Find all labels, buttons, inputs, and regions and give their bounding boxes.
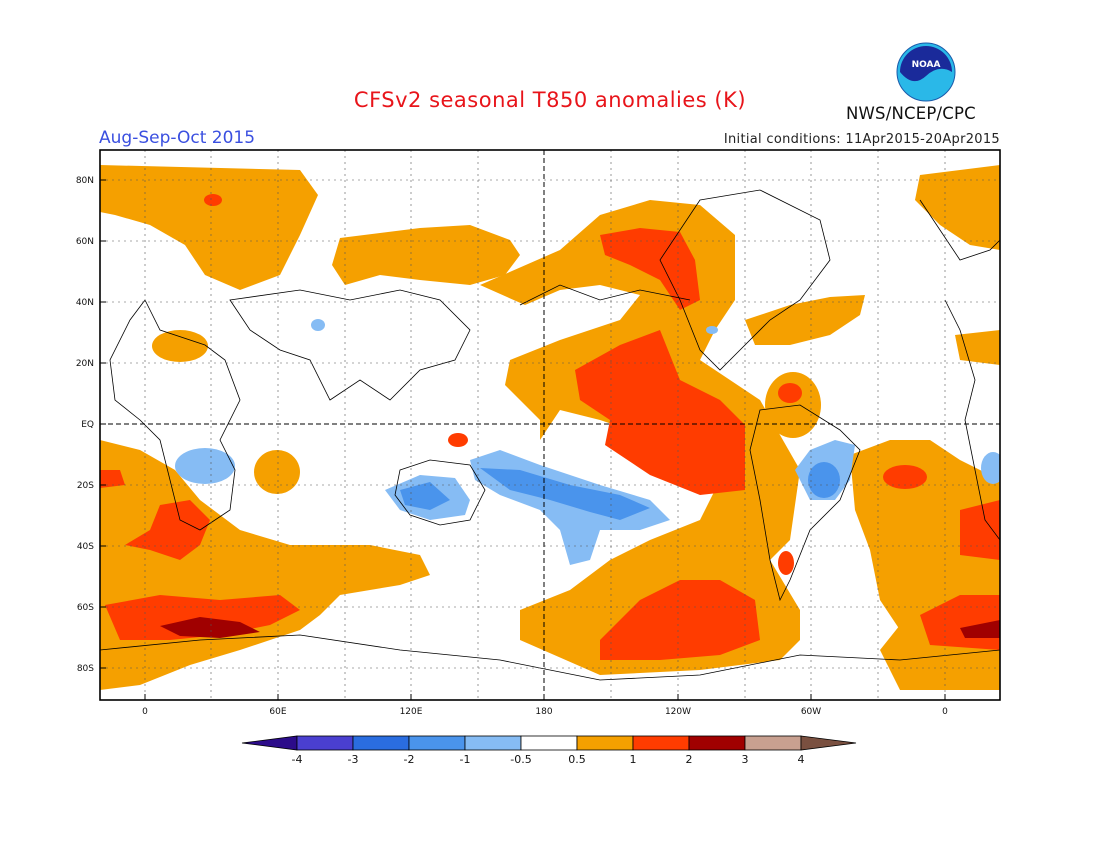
longitude-labels: 0 60E 120E 180 120W 60W 0 bbox=[142, 707, 948, 717]
colorbar-swatch bbox=[352, 735, 410, 751]
anomaly-region-2-3 bbox=[160, 617, 1000, 638]
initial-conditions: Initial conditions: 11Apr2015-20Apr2015 bbox=[723, 132, 1000, 147]
colorbar-label: 0.5 bbox=[568, 753, 586, 766]
lon-label: 60W bbox=[801, 707, 821, 717]
colorbar-swatch bbox=[464, 735, 522, 751]
anomaly-fields bbox=[100, 150, 1000, 700]
forecast-period: Aug-Sep-Oct 2015 bbox=[99, 128, 256, 148]
colorbar-label: -2 bbox=[404, 753, 415, 766]
lon-label: 0 bbox=[142, 707, 148, 717]
reference-lines bbox=[100, 150, 1000, 700]
colorbar-swatch bbox=[800, 735, 857, 751]
colorbar: -4 -3 -2 -1 -0.5 0.5 1 2 3 4 bbox=[241, 735, 857, 766]
tick-marks bbox=[100, 179, 946, 700]
lat-label: 80N bbox=[76, 176, 94, 186]
colorbar-label: 4 bbox=[798, 753, 805, 766]
lon-label: 120E bbox=[400, 707, 423, 717]
coastlines bbox=[100, 189, 1000, 681]
lat-label: 40N bbox=[76, 298, 94, 308]
colorbar-swatch bbox=[576, 735, 634, 751]
noaa-logo: NOAA bbox=[896, 42, 956, 102]
chart-title: CFSv2 seasonal T850 anomalies (K) bbox=[353, 88, 747, 112]
latitude-labels: 80N 60N 40N 20N EQ 20S 40S 60S 80S bbox=[76, 176, 94, 674]
lat-label: 80S bbox=[77, 664, 94, 674]
lat-label: 40S bbox=[77, 542, 94, 552]
lat-label: 20S bbox=[77, 481, 94, 491]
lon-label: 60E bbox=[269, 707, 286, 717]
anomaly-region-neg-1-2 bbox=[400, 462, 840, 520]
agency-label: NWS/NCEP/CPC bbox=[846, 104, 976, 123]
colorbar-label: -3 bbox=[348, 753, 359, 766]
colorbar-label: -4 bbox=[292, 753, 303, 766]
colorbar-label: -1 bbox=[460, 753, 471, 766]
lon-label: 0 bbox=[942, 707, 948, 717]
map-frame bbox=[99, 149, 1001, 701]
colorbar-label: 2 bbox=[686, 753, 693, 766]
lat-label: 20N bbox=[76, 359, 94, 369]
colorbar-swatch bbox=[296, 735, 354, 751]
colorbar-swatch bbox=[241, 735, 298, 751]
lat-label: 60S bbox=[77, 603, 94, 613]
colorbar-label: 3 bbox=[742, 753, 749, 766]
colorbar-swatch bbox=[744, 735, 802, 751]
lat-label: EQ bbox=[81, 420, 94, 430]
logo-text: NOAA bbox=[912, 60, 941, 70]
colorbar-swatch bbox=[688, 735, 746, 751]
gridlines bbox=[100, 150, 1000, 700]
lat-label: 60N bbox=[76, 237, 94, 247]
colorbar-swatch bbox=[632, 735, 690, 751]
colorbar-label: -0.5 bbox=[510, 753, 531, 766]
lon-label: 120W bbox=[665, 707, 691, 717]
lon-label: 180 bbox=[535, 707, 552, 717]
colorbar-swatch bbox=[408, 735, 466, 751]
colorbar-label: 1 bbox=[630, 753, 637, 766]
colorbar-swatch bbox=[520, 735, 578, 751]
